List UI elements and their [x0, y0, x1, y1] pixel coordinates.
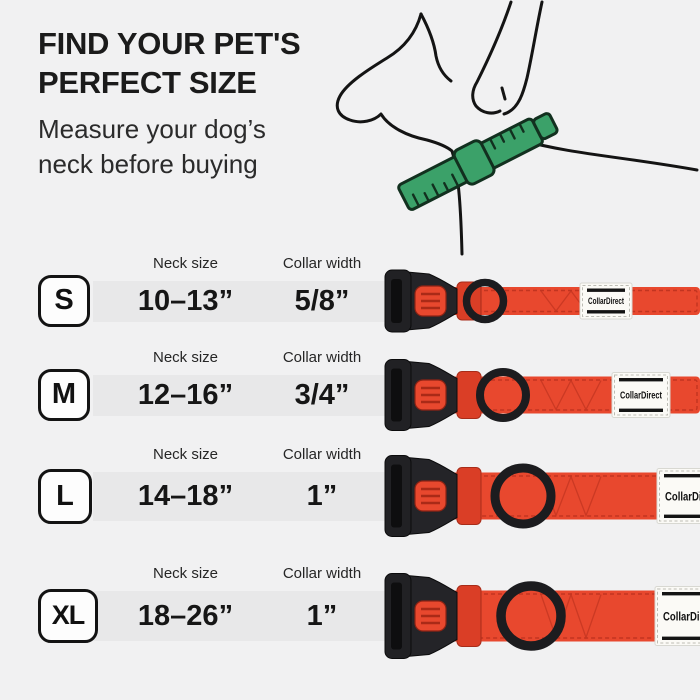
neck-size-value: 18–26” [137, 600, 234, 632]
size-row-s: Neck size Collar width S 10–13” 5/8” Col… [0, 255, 700, 333]
collar-photo: CollarDirect [383, 241, 700, 361]
dog-back-line [519, 138, 699, 172]
svg-text:CollarDirect: CollarDirect [665, 489, 700, 503]
collar-width-value: 3/4” [294, 379, 350, 411]
hand-arm-outer-line [471, 0, 513, 115]
collar-width-value: 1” [306, 600, 338, 632]
neck-size-header: Neck size [152, 349, 219, 366]
size-badge: L [38, 469, 92, 524]
svg-text:CollarDirect: CollarDirect [663, 609, 700, 623]
collar-width-header: Collar width [282, 446, 362, 463]
size-badge: S [38, 275, 90, 327]
svg-text:CollarDirect: CollarDirect [588, 296, 624, 306]
page-title-line2: PERFECT SIZE [38, 65, 257, 100]
collar-photo-graphic: CollarDirect [384, 269, 700, 333]
tape-tick-marks [411, 123, 525, 207]
neck-size-header: Neck size [152, 255, 219, 272]
page-subtitle-line2: neck before buying [38, 149, 258, 179]
size-row-xl: Neck size Collar width XL 18–26” 1” Coll… [0, 565, 700, 659]
size-row-m: Neck size Collar width M 12–16” 3/4” Col… [0, 349, 700, 431]
row-band [93, 591, 390, 641]
collar-photo: CollarDirect [383, 556, 700, 676]
page-title-line1: FIND YOUR PET'S [38, 26, 301, 61]
svg-text:CollarDirect: CollarDirect [620, 391, 662, 402]
collar-width-header: Collar width [282, 565, 362, 582]
collar-width-header: Collar width [282, 349, 362, 366]
neck-size-value: 14–18” [137, 480, 234, 512]
collar-photo-graphic: CollarDirect [384, 455, 700, 537]
page-subtitle-line1: Measure your dog’s [38, 114, 266, 144]
row-band [93, 281, 390, 322]
neck-size-header: Neck size [152, 565, 219, 582]
collar-width-value: 1” [306, 480, 338, 512]
collar-width-header: Collar width [282, 255, 362, 272]
row-band [93, 472, 390, 521]
hand-finger-line [502, 97, 522, 116]
size-badge: XL [38, 589, 98, 643]
collar-width-value: 5/8” [294, 285, 350, 317]
page-title: FIND YOUR PET'S PERFECT SIZE [38, 24, 301, 102]
size-row-l: Neck size Collar width L 14–18” 1” Colla… [0, 446, 700, 537]
dog-measuring-illustration [335, 0, 699, 256]
dog-head-chest-line [335, 12, 464, 256]
measuring-tape [397, 112, 559, 211]
neck-size-value: 12–16” [137, 379, 234, 411]
size-badge: M [38, 369, 90, 421]
neck-size-header: Neck size [152, 446, 219, 463]
dog-ear-line [419, 12, 453, 83]
collar-photo: CollarDirect [383, 436, 700, 556]
page-subtitle: Measure your dog’s neck before buying [38, 112, 266, 182]
hand-arm-inner-line [518, 0, 544, 101]
neck-size-value: 10–13” [137, 285, 234, 317]
row-band [93, 375, 390, 416]
collar-photo-graphic: CollarDirect [384, 573, 700, 659]
collar-photo: CollarDirect [383, 335, 700, 455]
collar-photo-graphic: CollarDirect [384, 359, 700, 431]
tape-buckle [452, 139, 496, 186]
hand-knuckle-line [500, 86, 507, 101]
